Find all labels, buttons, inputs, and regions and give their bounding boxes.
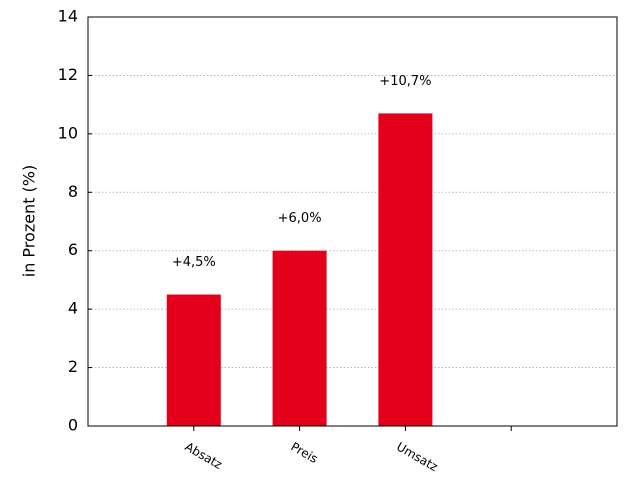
bar	[166, 294, 221, 426]
bar	[272, 250, 327, 426]
y-axis-label: in Prozent (%)	[20, 165, 39, 277]
y-tick-label: 8	[68, 182, 78, 201]
value-label: +10,7%	[379, 74, 431, 89]
x-tick-label: Preis	[288, 440, 320, 466]
y-tick-label: 12	[58, 65, 78, 84]
x-tick-label: Absatz	[183, 440, 225, 472]
x-tick-label: Umsatz	[394, 440, 440, 475]
y-tick-label: 6	[68, 240, 78, 259]
plot-frame	[87, 16, 618, 427]
value-label: +6,0%	[278, 211, 322, 226]
y-tick-label: 10	[58, 123, 78, 142]
y-tick-label: 4	[68, 299, 78, 318]
bar	[378, 113, 433, 427]
y-tick-label: 0	[68, 416, 78, 435]
value-label: +4,5%	[172, 255, 216, 270]
y-tick-label: 14	[58, 7, 78, 26]
y-tick-label: 2	[68, 357, 78, 376]
